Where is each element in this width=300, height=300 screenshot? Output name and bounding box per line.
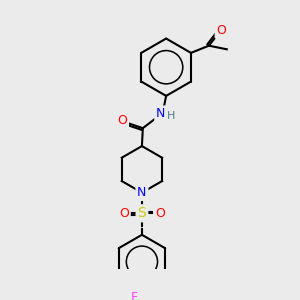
- Text: S: S: [138, 206, 146, 220]
- Text: O: O: [155, 207, 165, 220]
- Text: H: H: [167, 111, 175, 121]
- Text: O: O: [217, 24, 226, 37]
- Text: O: O: [119, 207, 129, 220]
- Text: N: N: [137, 186, 147, 199]
- Text: F: F: [130, 291, 137, 300]
- Text: N: N: [156, 107, 165, 120]
- Text: O: O: [117, 114, 127, 127]
